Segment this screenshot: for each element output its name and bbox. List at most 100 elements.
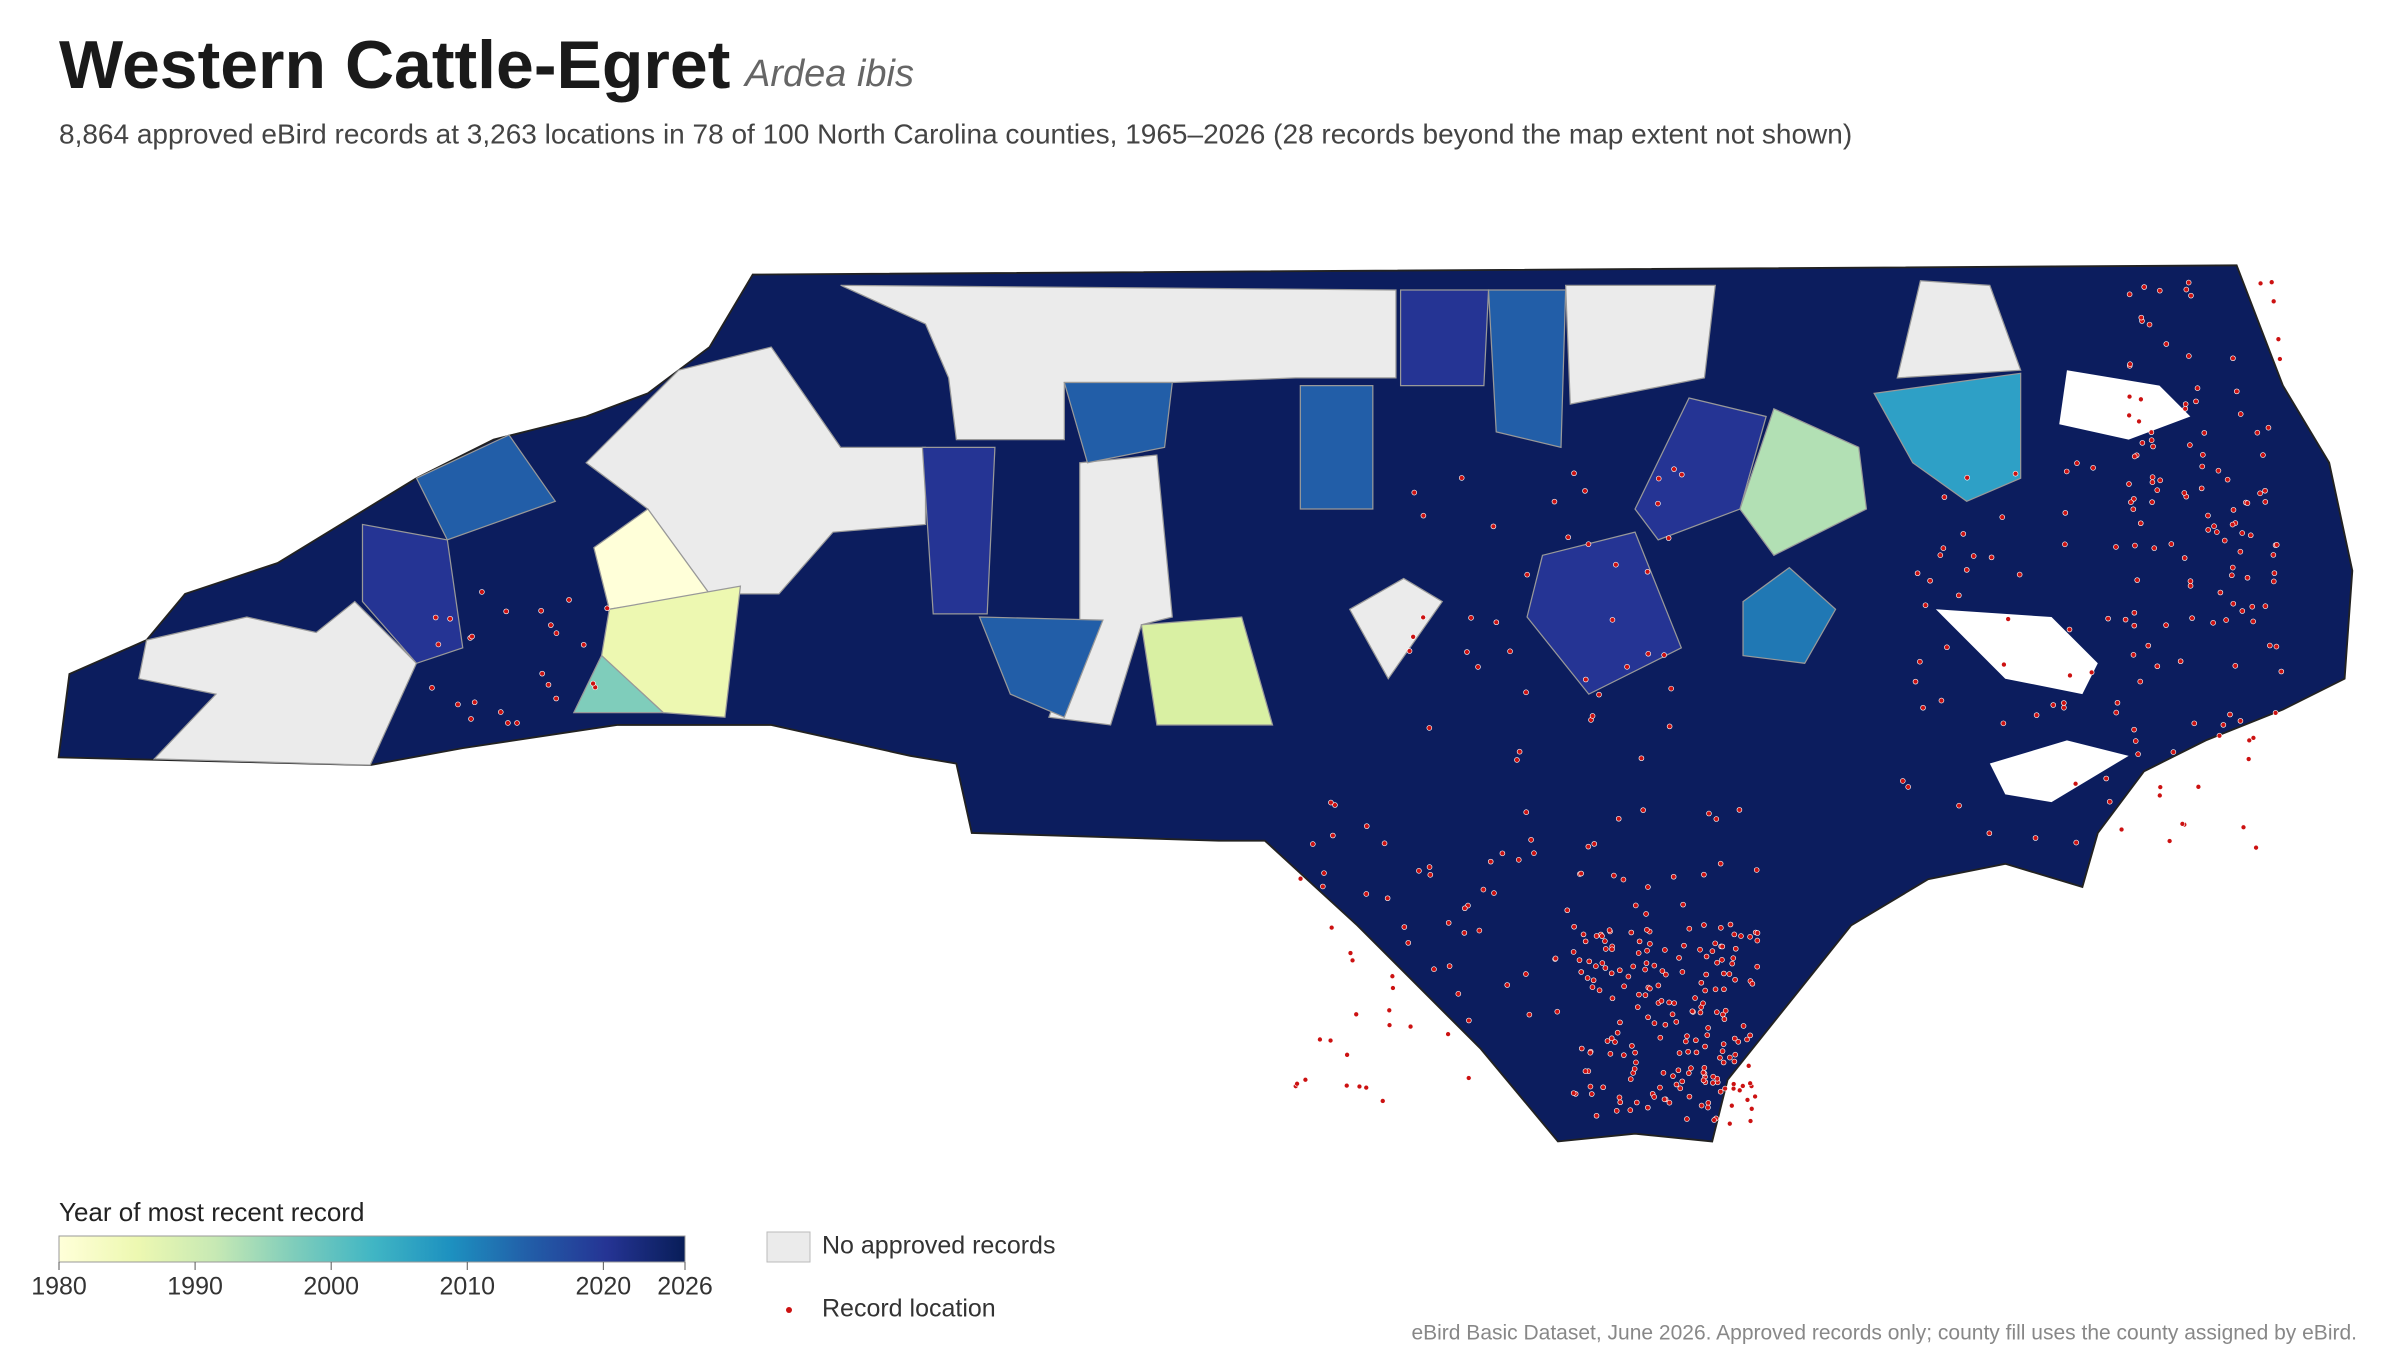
record-dot <box>1608 970 1615 977</box>
record-dot <box>1747 1080 1753 1087</box>
record-dot <box>2189 615 2195 621</box>
record-dot <box>497 709 504 715</box>
record-dot <box>1347 950 1354 956</box>
record-dot <box>1986 830 1993 837</box>
record-dot <box>1633 1059 1639 1066</box>
record-dot <box>1464 649 1470 655</box>
record-dot <box>2062 510 2069 516</box>
record-dot <box>1729 1102 1735 1109</box>
record-dot <box>1640 807 1646 813</box>
record-dot <box>1426 725 1433 731</box>
record-dot <box>1420 614 1426 621</box>
county-fill <box>600 585 742 718</box>
record-dot <box>1571 470 1577 477</box>
record-dot <box>1405 940 1412 946</box>
record-dot <box>1609 946 1615 952</box>
record-dot <box>1578 870 1584 877</box>
record-dot <box>1644 568 1651 575</box>
record-dot <box>1593 933 1600 939</box>
record-dot <box>1662 947 1668 953</box>
record-dot <box>1571 923 1577 930</box>
record-dot <box>1963 567 1970 573</box>
record-dot <box>1531 850 1537 856</box>
record-dot <box>2205 527 2211 533</box>
colorbar-tick-label: 2010 <box>439 1273 495 1301</box>
record-dot <box>1731 931 1738 938</box>
record-dot <box>2205 512 2211 519</box>
record-dot <box>2198 485 2205 492</box>
record-dot <box>1692 995 1698 1001</box>
record-dot <box>1718 925 1724 931</box>
record-dot <box>2273 542 2280 548</box>
record-dot <box>2273 643 2280 650</box>
state-map <box>57 264 2354 1143</box>
record-dot <box>468 716 474 722</box>
record-dot <box>2223 617 2229 623</box>
record-dot <box>1570 1090 1577 1096</box>
record-dot <box>1655 500 1661 507</box>
record-dot <box>1554 1008 1561 1015</box>
record-dot <box>2262 487 2268 494</box>
record-dot <box>1638 755 1645 762</box>
record-dot <box>1604 1038 1611 1044</box>
record-dot <box>2114 699 2121 706</box>
record-dot <box>2127 361 2133 367</box>
record-dot <box>2237 548 2244 555</box>
record-dot <box>1578 1045 1585 1052</box>
record-dot <box>1582 676 1589 683</box>
record-dot <box>2210 620 2216 626</box>
record-dot <box>2113 544 2119 550</box>
record-dot <box>2267 642 2273 649</box>
record-dot <box>1747 1118 1754 1124</box>
record-dot <box>1624 664 1630 670</box>
record-dot <box>1343 1082 1350 1089</box>
county-fill <box>978 616 1104 719</box>
record-dot <box>1651 1094 1657 1100</box>
record-dot <box>1710 1080 1716 1086</box>
record-dot <box>2187 583 2194 589</box>
record-dot <box>2199 463 2205 470</box>
record-dot <box>1666 1099 1673 1106</box>
record-dot <box>1420 512 1427 519</box>
record-dot <box>1670 873 1677 880</box>
record-dot <box>1445 1031 1451 1037</box>
record-dot <box>2249 603 2256 610</box>
record-dot <box>1461 930 1468 936</box>
record-dot <box>2154 663 2161 670</box>
record-dot <box>2214 529 2220 535</box>
record-dot <box>2257 280 2264 287</box>
record-dot <box>1580 931 1587 938</box>
record-dot <box>1726 971 1733 977</box>
record-dot <box>1363 891 1370 897</box>
record-dot <box>2016 571 2023 578</box>
record-dot <box>1688 1065 1694 1071</box>
record-dot <box>1587 1083 1594 1090</box>
record-dot <box>1719 1048 1726 1054</box>
record-dot <box>2131 726 2137 733</box>
record-dot <box>1717 1088 1724 1095</box>
record-dot <box>1705 1104 1711 1111</box>
record-dot <box>1721 970 1727 977</box>
record-dot <box>1693 1037 1699 1044</box>
record-dot <box>580 641 587 648</box>
record-dot <box>1406 648 1413 654</box>
record-dot <box>1570 949 1577 955</box>
record-dot <box>1328 924 1335 931</box>
record-dot <box>1602 946 1609 952</box>
record-dot <box>1628 929 1635 936</box>
record-dot <box>2131 609 2138 616</box>
record-dot <box>1729 960 1735 967</box>
record-dot <box>1634 1004 1641 1010</box>
record-dot <box>1686 1093 1693 1100</box>
record-dot <box>1700 1000 1706 1007</box>
record-dot <box>1582 488 1588 494</box>
record-dot <box>2103 775 2109 782</box>
record-dot <box>1644 947 1650 954</box>
record-dot <box>1681 942 1687 949</box>
record-dot <box>1666 999 1672 1006</box>
record-dot <box>1710 1073 1716 1080</box>
record-dot <box>1683 1038 1689 1045</box>
record-dot <box>2050 702 2057 708</box>
record-dot <box>2181 555 2188 561</box>
